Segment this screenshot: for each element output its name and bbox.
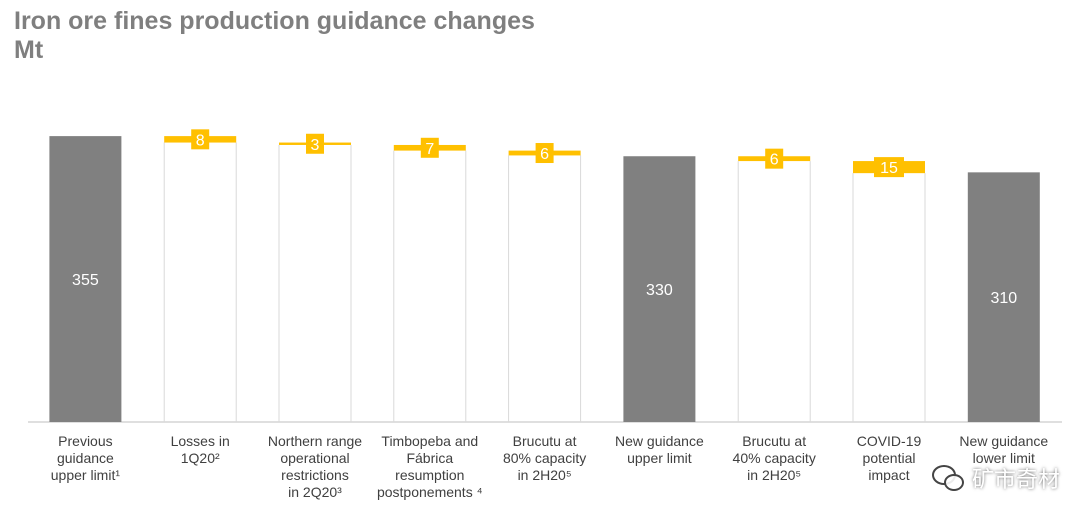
watermark: 矿市奇材	[931, 462, 1060, 494]
category-label: Brucutu at 80% capacity in 2H20⁵	[503, 433, 586, 483]
chart-unit: Mt	[14, 36, 44, 64]
change-bar-label: 8	[196, 132, 205, 149]
bar-base-outline	[393, 150, 467, 422]
category-label-line: in 2Q20³	[288, 484, 342, 500]
change-bar-label: 6	[540, 146, 549, 163]
category-label-line: Previous	[58, 433, 112, 449]
bar-base-outline	[737, 161, 811, 422]
bar-base-outline	[163, 142, 237, 422]
category-label-line: postponements ⁴	[377, 484, 483, 500]
total-bar-label: 310	[990, 290, 1017, 307]
change-label-box	[306, 133, 324, 154]
category-label-line: impact	[868, 467, 909, 483]
category-label-line: upper limit	[627, 450, 692, 466]
category-label: COVID-19 potential impact	[857, 433, 922, 483]
change-bar-label: 7	[425, 141, 434, 158]
category-label: Brucutu at 40% capacity in 2H20⁵	[733, 433, 816, 483]
title-block: Iron ore fines production guidance chang…	[14, 6, 535, 64]
category-label-line: Brucutu at	[742, 433, 806, 449]
category-label-line: 40% capacity	[733, 450, 816, 466]
change-bar-label: 15	[880, 160, 898, 177]
change-label-box	[535, 143, 554, 164]
category-label-line: potential	[863, 450, 916, 466]
category-label-line: New guidance	[615, 433, 704, 449]
total-bar	[623, 156, 696, 423]
category-label-line: Timbopeba and	[381, 433, 478, 449]
category-label-line: in 2H20⁵	[518, 467, 572, 483]
bar-base-outline	[508, 155, 582, 422]
category-label: Timbopeba and Fábrica resumption postponeme…	[377, 433, 483, 500]
total-bar	[49, 136, 122, 422]
category-label: New guidance lower limit	[959, 433, 1048, 466]
change-bar-label: 6	[770, 152, 779, 169]
category-label: Previous guidance upper limit¹	[51, 433, 121, 483]
category-label-line: New guidance	[959, 433, 1048, 449]
total-bar-label: 355	[72, 272, 99, 289]
change-label-box	[420, 137, 439, 158]
category-label-line: 80% capacity	[503, 450, 586, 466]
change-label-box	[874, 157, 904, 178]
category-label-line: 1Q20²	[181, 450, 220, 466]
category-label-line: Fábrica	[406, 450, 453, 466]
chart-title: Iron ore fines production guidance chang…	[14, 7, 535, 35]
change-label-box	[765, 148, 784, 169]
wechat-icon	[931, 465, 964, 491]
bar-base-outline	[278, 144, 352, 422]
change-bar-label: 3	[311, 137, 320, 154]
category-label-line: restrictions	[281, 467, 349, 483]
watermark-text: 矿市奇材	[971, 468, 1060, 493]
category-label-line: guidance	[57, 450, 114, 466]
category-label-line: Northern range	[268, 433, 362, 449]
category-label: Northern range operational restrictions in …	[268, 433, 362, 500]
total-bar-label: 330	[646, 282, 673, 299]
category-label-line: COVID-19	[857, 433, 922, 449]
category-label-line: in 2H20⁵	[747, 467, 801, 483]
category-label-line: operational	[280, 450, 349, 466]
bar-base-outline	[852, 173, 926, 422]
change-label-box	[191, 129, 210, 150]
category-label-line: Losses in	[171, 433, 230, 449]
category-label-line: Brucutu at	[513, 433, 577, 449]
total-bar	[967, 172, 1040, 422]
category-label: New guidance upper limit	[615, 433, 704, 466]
category-label-line: upper limit¹	[51, 467, 121, 483]
category-label-line: lower limit	[973, 450, 1035, 466]
category-label: Losses in 1Q20²	[171, 433, 230, 466]
category-label-line: resumption	[395, 467, 464, 483]
